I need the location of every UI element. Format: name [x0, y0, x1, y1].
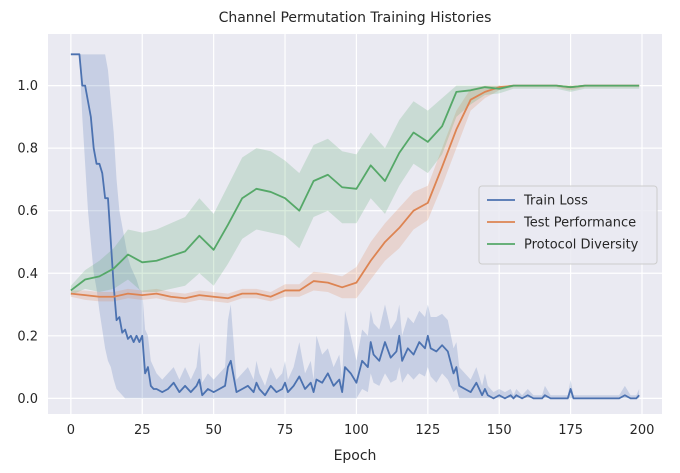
protocol-diversity-legend-label: Protocol Diversity [524, 238, 639, 253]
x-tick-label: 100 [344, 423, 369, 438]
y-tick-label: 0.2 [17, 329, 38, 344]
y-tick-label: 0.4 [17, 267, 38, 282]
train-loss-legend-label: Train Loss [523, 194, 588, 209]
y-tick-labels: 0.0 0.2 0.4 0.6 0.8 1.0 [17, 79, 38, 407]
legend: Train Loss Test Performance Protocol Diver… [478, 185, 658, 265]
legend-box [478, 185, 658, 265]
x-axis-label: Epoch [334, 448, 377, 464]
y-tick-label: 0.8 [17, 142, 38, 157]
chart-title: Channel Permutation Training Histories [219, 10, 492, 26]
x-tick-label: 50 [205, 423, 222, 438]
protocol-diversity-line [70, 84, 640, 292]
series-lines [70, 53, 640, 400]
y-tick-label: 0.0 [17, 392, 38, 407]
x-tick-label: 25 [134, 423, 151, 438]
train-loss-band [70, 54, 640, 399]
x-tick-labels: 0 25 50 75 100 125 150 175 200 [67, 423, 655, 438]
test-performance-legend-label: Test Performance [523, 216, 636, 231]
x-tick-label: 75 [277, 423, 294, 438]
y-tick-label: 1.0 [17, 79, 38, 94]
x-tick-label: 0 [67, 423, 75, 438]
train-loss-line [70, 53, 640, 400]
protocol-diversity-band [70, 85, 640, 296]
y-tick-label: 0.6 [17, 204, 38, 219]
x-tick-label: 150 [487, 423, 512, 438]
x-tick-label: 175 [558, 423, 583, 438]
x-tick-label: 125 [415, 423, 440, 438]
x-tick-label: 200 [630, 423, 655, 438]
confidence-bands [70, 54, 640, 399]
